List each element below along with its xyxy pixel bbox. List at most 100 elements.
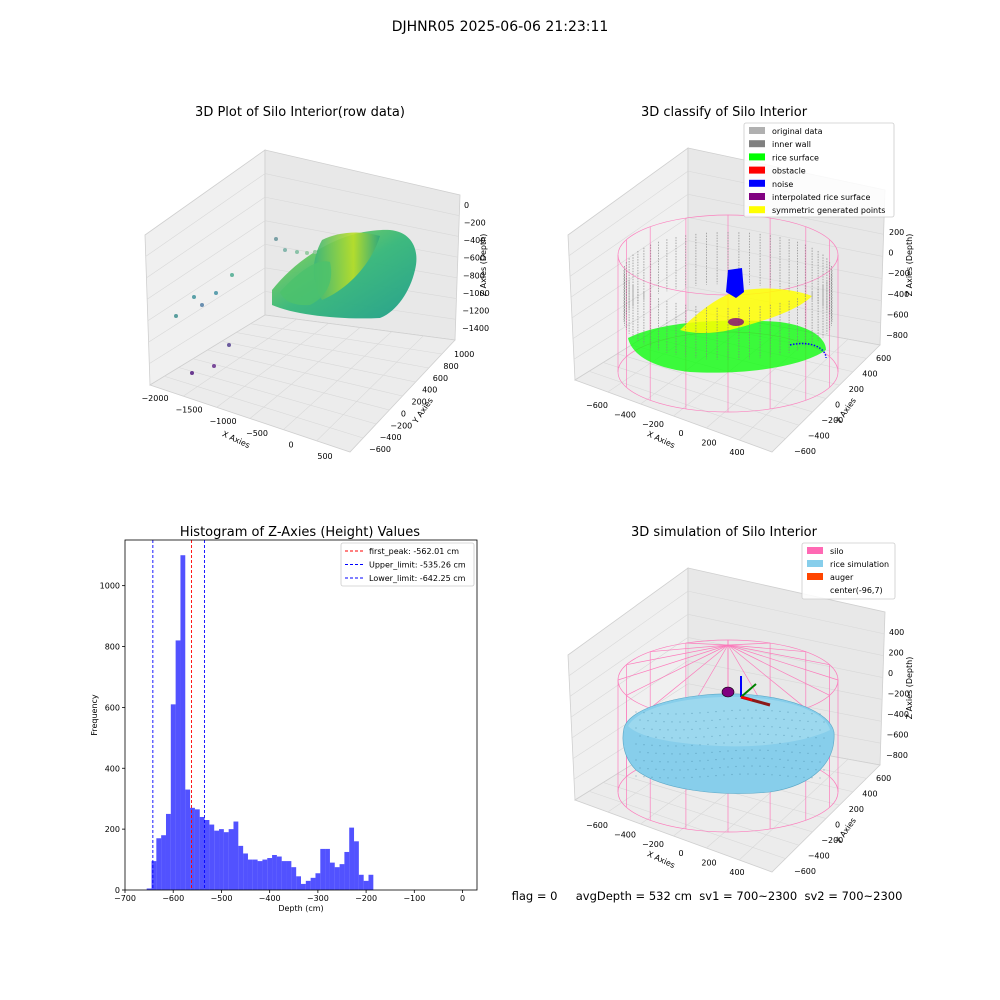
- simulation-3d-rice-mesh-point: [699, 728, 701, 730]
- simulation-3d-rice-mesh-point: [691, 776, 693, 779]
- classify-3d-legend-label: symmetric generated points: [772, 206, 885, 215]
- simulation-3d-rice-mesh-point: [763, 709, 765, 712]
- histogram-bar: [281, 861, 287, 890]
- simulation-3d-rice-mesh-point: [739, 709, 741, 711]
- raw-3d-z-tick-label: −400: [463, 236, 485, 245]
- simulation-3d-rice-mesh-point: [731, 773, 733, 776]
- simulation-3d-rice-mesh-point: [811, 761, 813, 763]
- simulation-3d-rice-mesh-point: [671, 737, 673, 739]
- simulation-3d-rice-mesh-point: [815, 721, 817, 723]
- simulation-3d-rice-mesh-point: [775, 750, 777, 752]
- simulation-3d-rice-mesh-point: [763, 773, 765, 776]
- gridline: [569, 614, 689, 697]
- histogram-x-tick-label: −100: [403, 894, 425, 903]
- classify-3d-x-tick-label: −200: [642, 420, 664, 429]
- classify-3d-legend-label: obstacle: [772, 167, 806, 176]
- simulation-3d-rice-mesh-point: [683, 761, 685, 763]
- raw-3d-x-tick-label: −1000: [209, 417, 236, 426]
- classify-3d-y-ticks: −600 −400 −200 0 200 400 600: [794, 354, 891, 456]
- simulation-3d-rice-mesh-point: [691, 712, 693, 715]
- simulation-3d-rice-mesh-point: [703, 768, 705, 770]
- histogram-legend-label: Upper_limit: -535.26 cm: [369, 561, 466, 570]
- simulation-3d-rice-mesh-point: [667, 777, 669, 779]
- simulation-3d-rice-mesh-point: [747, 725, 749, 727]
- raw-3d-z-tick-label: −1400: [462, 324, 489, 333]
- gridline: [603, 362, 800, 426]
- simulation-3d-rice-mesh-point: [683, 729, 685, 731]
- histogram-xlabel: Depth (cm): [278, 904, 323, 913]
- gridline: [573, 286, 689, 360]
- histogram-x-tick-label: −200: [355, 894, 377, 903]
- simulation-3d-rice-mesh-point: [771, 710, 773, 712]
- gridline: [149, 291, 266, 364]
- simulation-3d-rice-mesh-point: [675, 729, 677, 731]
- simulation-3d-silo-roof-rib: [727, 644, 830, 666]
- figure-title: DJHNR05 2025-06-06 21:23:11: [392, 19, 609, 35]
- gridline: [687, 637, 883, 678]
- simulation-3d-x-tick-label: −600: [586, 821, 608, 830]
- simulation-3d-rice-mesh-point: [795, 744, 797, 746]
- simulation-3d-rice-mesh-point: [643, 712, 645, 714]
- simulation-3d-rice-mesh-point: [787, 743, 789, 745]
- histogram-bar: [161, 835, 166, 890]
- gridline: [164, 375, 364, 439]
- simulation-3d-rice-mesh-point: [767, 749, 769, 752]
- simulation-3d-silo-roof-rib: [685, 642, 729, 646]
- simulation-3d-rice-mesh-point: [747, 773, 749, 775]
- simulation-3d-rice-mesh-point: [767, 765, 769, 768]
- simulation-3d-rice-mesh-point: [711, 719, 713, 721]
- simulation-3d-rice-mesh-point: [655, 768, 657, 770]
- classify-3d-y-tick-label: 600: [876, 354, 891, 363]
- raw-3d-outlier-point: [305, 251, 309, 255]
- gridline: [221, 340, 416, 383]
- classify-3d-x-tick-label: 0: [678, 429, 683, 438]
- histogram-bar: [146, 888, 152, 890]
- simulation-3d-rice-mesh-point: [699, 776, 701, 778]
- simulation-3d-rice-mesh-point: [655, 720, 657, 722]
- simulation-3d-rice-mesh-point: [679, 769, 681, 771]
- raw-3d-z-tick-label: 0: [464, 201, 469, 210]
- histogram-bar: [151, 861, 157, 890]
- raw-3d-x-tick-label: −1500: [175, 406, 202, 415]
- gridline: [687, 613, 884, 657]
- classify-3d-z-tick-label: −600: [887, 310, 909, 319]
- simulation-3d-rice-mesh-point: [691, 728, 693, 731]
- simulation-3d-rice-mesh-point: [695, 752, 697, 755]
- simulation-3d-rice-mesh-point: [783, 750, 785, 753]
- simulation-3d-rice-mesh-point: [691, 760, 693, 763]
- raw-3d-y-tick-label: 1000: [454, 350, 474, 359]
- simulation-3d-rice-mesh-point: [671, 769, 673, 771]
- simulation-3d-rice-mesh-point: [819, 777, 821, 779]
- simulation-3d-rice-mesh-point: [659, 745, 661, 747]
- simulation-3d-rice-mesh-point: [731, 709, 733, 712]
- classify-3d-x-tick-label: 400: [729, 448, 744, 457]
- simulation-3d-rice-mesh-point: [723, 742, 725, 744]
- classify-3d-legend-swatch: [749, 153, 765, 161]
- simulation-3d-rice-mesh-point: [803, 712, 805, 714]
- simulation-3d-rice-mesh-point: [747, 757, 749, 759]
- simulation-3d-rice-mesh-point: [819, 745, 821, 747]
- simulation-3d-rice-mesh-point: [763, 757, 765, 760]
- simulation-3d-rice-mesh-point: [691, 744, 693, 747]
- gridline: [603, 782, 800, 846]
- gridline: [570, 637, 689, 718]
- simulation-3d-x-ticks: −600 −400 −200 0 200 400: [586, 821, 745, 877]
- raw-3d-outlier-point: [227, 343, 231, 347]
- simulation-3d-rice-mesh-point: [659, 729, 661, 731]
- simulation-3d-rice-mesh-point: [651, 760, 653, 762]
- simulation-3d-z-tick-label: 200: [889, 649, 904, 658]
- simulation-3d-x-tick-label: −200: [642, 840, 664, 849]
- raw-3d-z-tick-label: −1200: [462, 306, 489, 315]
- simulation-3d-zlabel: Z Axies (Depth): [905, 657, 914, 720]
- simulation-3d-rice-mesh-point: [755, 757, 757, 759]
- classify-3d-legend: original data inner wall rice surface obsta…: [743, 122, 895, 218]
- simulation-3d-y-ticks: −600 −400 −200 0 200 400 600: [794, 774, 891, 876]
- raw-3d-outlier-point: [200, 303, 204, 307]
- simulation-3d-rice-mesh-point: [783, 766, 785, 769]
- histogram-bar: [368, 874, 374, 890]
- simulation-3d-rice-mesh-point: [823, 769, 825, 771]
- simulation-3d-rice-mesh-point: [679, 737, 681, 739]
- simulation-3d-rice-mesh-point: [751, 749, 753, 751]
- simulation-3d-rice-mesh-point: [811, 713, 813, 715]
